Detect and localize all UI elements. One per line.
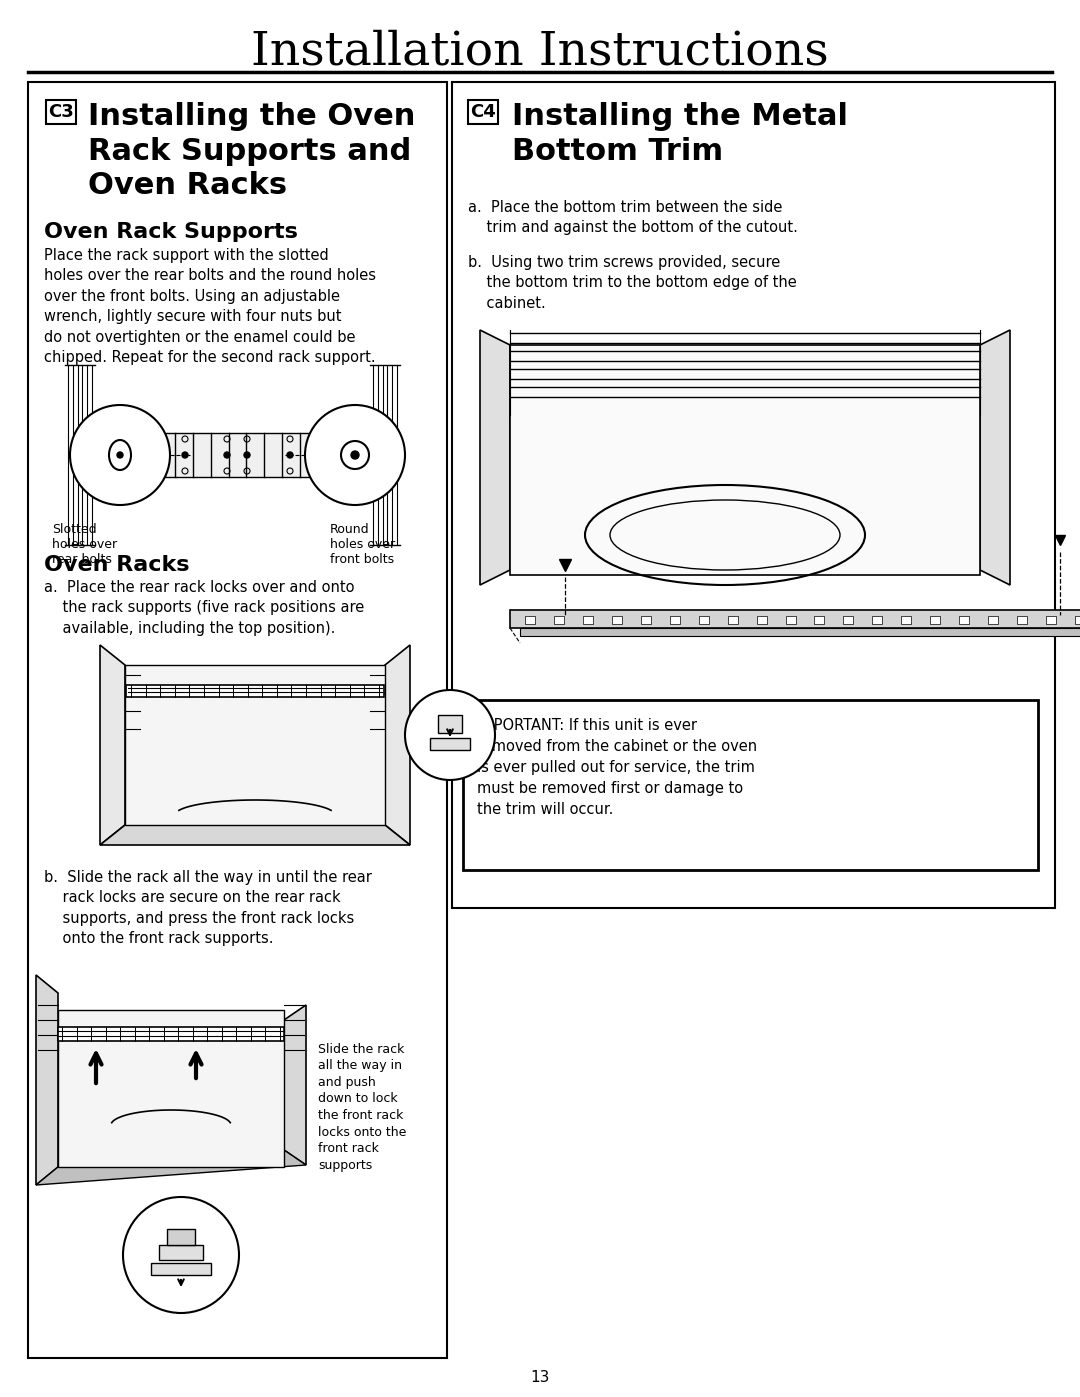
- Polygon shape: [36, 975, 58, 1185]
- Text: Slotted
holes over
rear bolts: Slotted holes over rear bolts: [52, 522, 117, 566]
- Polygon shape: [284, 1004, 306, 1165]
- Bar: [640, 616, 651, 624]
- Polygon shape: [384, 645, 410, 845]
- Circle shape: [117, 453, 123, 458]
- Bar: [554, 616, 564, 624]
- Circle shape: [183, 453, 188, 458]
- Bar: [125, 665, 384, 826]
- Text: Installation Instructions: Installation Instructions: [252, 29, 828, 74]
- Bar: [988, 616, 998, 624]
- Text: a.  Place the rear rack locks over and onto
    the rack supports (five rack pos: a. Place the rear rack locks over and on…: [44, 580, 364, 636]
- Text: C3: C3: [49, 103, 73, 122]
- Circle shape: [224, 453, 230, 458]
- Bar: [1047, 616, 1056, 624]
- Text: b.  Using two trim screws provided, secure
    the bottom trim to the bottom edg: b. Using two trim screws provided, secur…: [468, 256, 797, 310]
- Text: Installing the Oven
Rack Supports and
Oven Racks: Installing the Oven Rack Supports and Ov…: [87, 102, 416, 201]
- Text: Slide the rack
all the way in
and push
down to lock
the front rack
locks onto th: Slide the rack all the way in and push d…: [318, 1044, 406, 1172]
- Bar: [757, 616, 767, 624]
- Bar: [430, 738, 470, 750]
- Bar: [785, 616, 796, 624]
- Text: Oven Racks: Oven Racks: [44, 555, 189, 576]
- Text: IMPORTANT: If this unit is ever
removed from the cabinet or the oven
is ever pul: IMPORTANT: If this unit is ever removed …: [477, 718, 757, 817]
- Bar: [46, 101, 76, 124]
- Bar: [126, 685, 384, 697]
- Circle shape: [70, 405, 170, 504]
- Text: Round
holes over
front bolts: Round holes over front bolts: [330, 522, 395, 566]
- Bar: [151, 1263, 211, 1275]
- Bar: [58, 1027, 284, 1041]
- Bar: [959, 616, 969, 624]
- Circle shape: [244, 453, 249, 458]
- Bar: [902, 616, 912, 624]
- Circle shape: [351, 451, 359, 460]
- Text: a.  Place the bottom trim between the side
    trim and against the bottom of th: a. Place the bottom trim between the sid…: [468, 200, 798, 236]
- Polygon shape: [980, 330, 1010, 585]
- Bar: [699, 616, 708, 624]
- Text: Installing the Metal
Bottom Trim: Installing the Metal Bottom Trim: [512, 102, 848, 166]
- Polygon shape: [480, 330, 510, 585]
- Circle shape: [123, 1197, 239, 1313]
- Bar: [525, 616, 535, 624]
- Bar: [159, 1245, 203, 1260]
- Text: Oven Rack Supports: Oven Rack Supports: [44, 222, 298, 242]
- Text: C4: C4: [470, 103, 496, 122]
- Bar: [1017, 616, 1027, 624]
- Polygon shape: [36, 1150, 306, 1185]
- Circle shape: [305, 405, 405, 504]
- Bar: [843, 616, 853, 624]
- Polygon shape: [100, 826, 410, 845]
- Bar: [463, 700, 1038, 870]
- Bar: [1075, 616, 1080, 624]
- Bar: [453, 82, 1055, 908]
- Text: b.  Slide the rack all the way in until the rear
    rack locks are secure on th: b. Slide the rack all the way in until t…: [44, 870, 372, 946]
- Text: 13: 13: [530, 1370, 550, 1386]
- Bar: [510, 610, 1080, 629]
- Bar: [519, 629, 1080, 636]
- Bar: [670, 616, 679, 624]
- Bar: [167, 1229, 195, 1245]
- Bar: [814, 616, 824, 624]
- Circle shape: [405, 690, 495, 780]
- Bar: [873, 616, 882, 624]
- Bar: [612, 616, 622, 624]
- Bar: [438, 715, 462, 733]
- Bar: [930, 616, 941, 624]
- Bar: [28, 82, 447, 1358]
- Bar: [583, 616, 593, 624]
- Bar: [468, 101, 498, 124]
- Bar: [165, 433, 310, 476]
- Polygon shape: [100, 645, 125, 845]
- Bar: [728, 616, 738, 624]
- Bar: [510, 345, 980, 576]
- Bar: [58, 1010, 284, 1166]
- Circle shape: [287, 453, 293, 458]
- Text: Place the rack support with the slotted
holes over the rear bolts and the round : Place the rack support with the slotted …: [44, 249, 376, 365]
